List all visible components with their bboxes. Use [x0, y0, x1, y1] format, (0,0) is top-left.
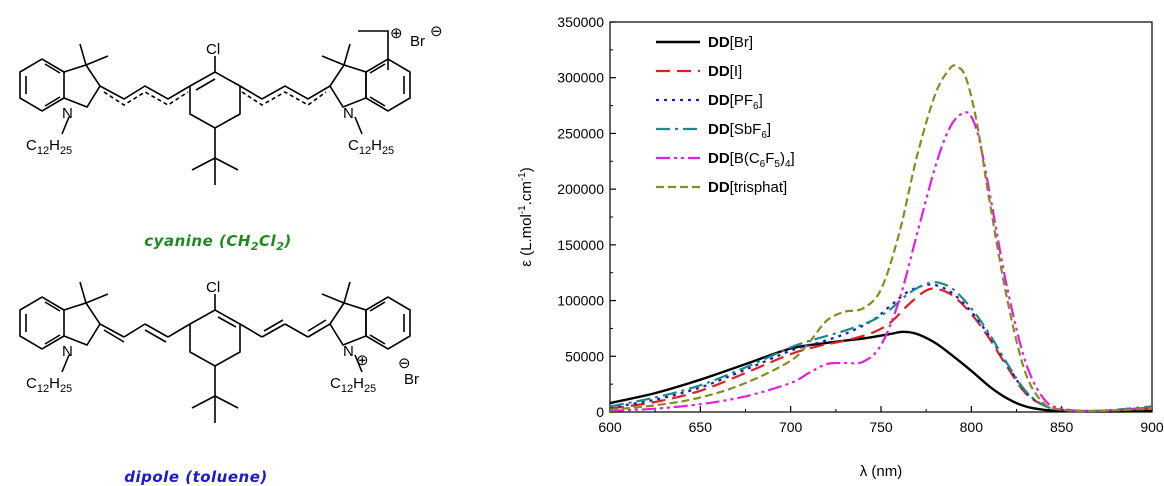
series-line-3	[609, 281, 1153, 413]
legend-label-2: DD[PF6]	[708, 92, 763, 112]
dipole-alkyl-left: C12H25	[26, 375, 72, 395]
dipole-caption: dipole (toluene)	[124, 468, 268, 486]
legend-label-1: DD[I]	[708, 63, 742, 80]
dipole-chloro-label: Cl	[206, 279, 220, 296]
dipole-counterion-charge: ⊖	[398, 355, 411, 372]
x-tick-label: 650	[689, 419, 713, 435]
plot-frame	[609, 21, 1153, 413]
dipole-labels: Cl N N ⊕ C12H25 C12H25 ⊖ Br dipole (tolu…	[26, 279, 419, 486]
y-tick-label: 150000	[557, 237, 604, 253]
y-axis-label: ε (L.mol-1.cm-1)	[517, 167, 535, 267]
legend-label-0: DD[Br]	[708, 34, 753, 51]
cyanine-labels: Cl N N C12H25 C12H25 ⊕ Br ⊖ cyanine (CH2…	[26, 23, 443, 253]
x-tick-label: 800	[960, 419, 984, 435]
y-tick-label: 350000	[557, 14, 604, 30]
x-tick-label: 750	[869, 419, 893, 435]
dipole-positive-charge: ⊕	[356, 352, 369, 369]
cyanine-alkyl-right: C12H25	[348, 137, 394, 157]
cyanine-nitrogen-right: N	[343, 105, 354, 122]
legend-label-4: DD[B(C6F5)4]	[708, 150, 795, 170]
dipole-alkyl-right: C12H25	[330, 375, 376, 395]
y-tick-label: 0	[596, 404, 604, 420]
dipole-nitrogen-right: N	[343, 343, 354, 360]
cyanine-alkyl-left: C12H25	[26, 137, 72, 157]
cyanine-counterion-charge: ⊖	[430, 23, 443, 40]
series-line-5	[609, 64, 1153, 413]
dipole-counterion: Br	[404, 371, 419, 388]
legend-label-5: DD[trisphat]	[708, 179, 787, 196]
cyanine-positive-charge: ⊕	[390, 25, 403, 42]
series-line-0	[609, 330, 1153, 413]
cyanine-chloro-label: Cl	[206, 41, 220, 58]
series-lines	[609, 64, 1153, 413]
series-line-2	[609, 283, 1153, 413]
legend: DD[Br] DD[I] DD[PF6] DD[SbF6] DD[B(C6F5)4] DD…	[656, 34, 795, 196]
x-tick-label: 700	[779, 419, 803, 435]
x-tick-label: 900	[1140, 419, 1164, 435]
x-tick-label: 600	[598, 419, 622, 435]
y-tick-label: 300000	[557, 70, 604, 86]
legend-label-3: DD[SbF6]	[708, 121, 771, 141]
cyanine-nitrogen-left: N	[62, 105, 73, 122]
series-line-1	[609, 287, 1153, 413]
y-tick-label: 200000	[557, 181, 604, 197]
cyanine-structure	[19, 30, 411, 185]
absorption-chart: 0 50000 100000 150000 200000 250000 300000 3500…	[517, 14, 1164, 480]
x-axis-label: λ (nm)	[860, 463, 903, 480]
y-tick-label: 50000	[565, 348, 604, 364]
dipole-nitrogen-left: N	[62, 343, 73, 360]
x-axis: 600 650 700 750 800 850 900	[598, 406, 1164, 435]
cyanine-caption: cyanine (CH2Cl2)	[144, 232, 291, 253]
dipole-structure	[19, 281, 411, 423]
cyanine-counterion: Br	[410, 33, 425, 50]
y-tick-label: 100000	[557, 293, 604, 309]
x-tick-label: 850	[1050, 419, 1074, 435]
y-axis: 0 50000 100000 150000 200000 250000 300000 3500…	[557, 14, 616, 420]
y-tick-label: 250000	[557, 125, 604, 141]
